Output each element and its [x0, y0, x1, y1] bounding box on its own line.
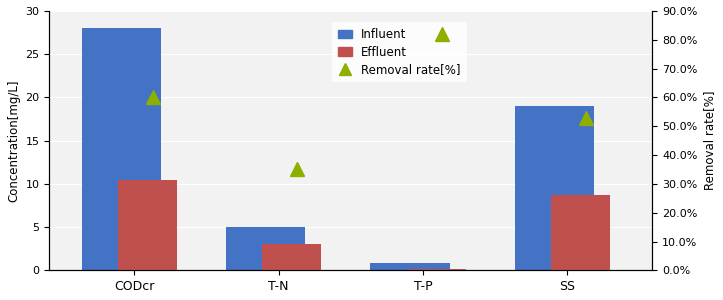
Line: Removal rate[%]: Removal rate[%]: [146, 27, 593, 176]
Legend: Influent, Effluent, Removal rate[%]: Influent, Effluent, Removal rate[%]: [332, 22, 466, 82]
Removal rate[%]: [437, 32, 446, 36]
Bar: [515, 106, 594, 270]
Bar: [82, 28, 161, 270]
Removal rate[%]: [293, 168, 301, 171]
Bar: [406, 269, 466, 270]
Y-axis label: Concentration[mg/L]: Concentration[mg/L]: [7, 80, 20, 202]
Bar: [262, 244, 322, 270]
Removal rate[%]: [582, 116, 591, 119]
Bar: [226, 227, 305, 270]
Bar: [550, 195, 610, 270]
Bar: [118, 179, 177, 270]
Y-axis label: Removal rate[%]: Removal rate[%]: [703, 91, 716, 190]
Removal rate[%]: [149, 96, 158, 99]
Bar: [370, 263, 450, 270]
